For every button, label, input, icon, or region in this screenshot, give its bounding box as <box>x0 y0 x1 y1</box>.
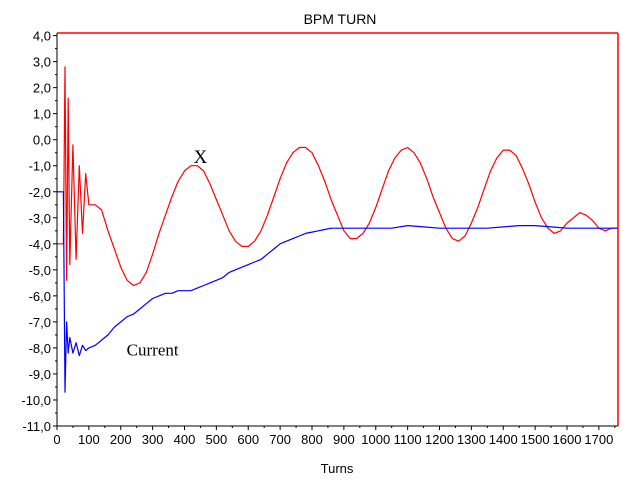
y-tick-label: -1,0 <box>29 159 51 174</box>
x-tick-label: 800 <box>301 432 323 447</box>
y-tick-label: 1,0 <box>33 107 51 122</box>
y-tick-label: -7,0 <box>29 315 51 330</box>
y-tick-label: -2,0 <box>29 185 51 200</box>
x-tick-label: 1500 <box>521 432 550 447</box>
y-tick-label: -10,0 <box>21 393 51 408</box>
y-tick-label: -9,0 <box>29 367 51 382</box>
x-tick-label: 400 <box>174 432 196 447</box>
x-tick-label: 300 <box>142 432 164 447</box>
x-tick-label: 1300 <box>457 432 486 447</box>
x-tick-label: 600 <box>237 432 259 447</box>
y-tick-label: 2,0 <box>33 81 51 96</box>
annotation-x: X <box>194 147 208 168</box>
x-tick-label: 900 <box>333 432 355 447</box>
series-line-1 <box>57 191 618 393</box>
y-tick-label: -4,0 <box>29 237 51 252</box>
y-tick-label: -5,0 <box>29 263 51 278</box>
x-tick-label: 500 <box>206 432 228 447</box>
series-line-0 <box>57 66 618 287</box>
x-tick-label: 200 <box>110 432 132 447</box>
x-tick-label: 1000 <box>361 432 390 447</box>
series-layer <box>57 66 618 393</box>
x-tick-label: 700 <box>269 432 291 447</box>
x-tick-label: 100 <box>78 432 100 447</box>
y-axis-ticks: 4,0 3,0 2,0 1,0 0,0 -1,0 -2,0 -3,0 -4,0 -5,0 -6,0 -… <box>21 29 57 434</box>
y-tick-label: 3,0 <box>33 55 51 70</box>
annotation-current: Current <box>127 341 179 360</box>
x-tick-label: 0 <box>53 432 60 447</box>
y-tick-label: 4,0 <box>33 29 51 44</box>
x-tick-label: 1700 <box>584 432 613 447</box>
x-tick-label: 1100 <box>394 432 422 447</box>
y-tick-label: -11,0 <box>22 419 51 434</box>
y-tick-label: -6,0 <box>29 289 51 304</box>
y-tick-label: 0,0 <box>33 133 51 148</box>
y-tick-label: -8,0 <box>29 341 51 356</box>
x-axis-label: Turns <box>321 461 354 476</box>
chart-title: BPM TURN <box>304 11 377 27</box>
x-tick-label: 1600 <box>553 432 582 447</box>
y-tick-label: -3,0 <box>29 211 51 226</box>
x-axis-ticks: 0 100 200 300 400 500 600 700 800 900 1000 1100 1200… <box>53 426 616 447</box>
x-tick-label: 1400 <box>489 432 518 447</box>
plot-area <box>57 33 618 426</box>
x-tick-label: 1200 <box>425 432 454 447</box>
